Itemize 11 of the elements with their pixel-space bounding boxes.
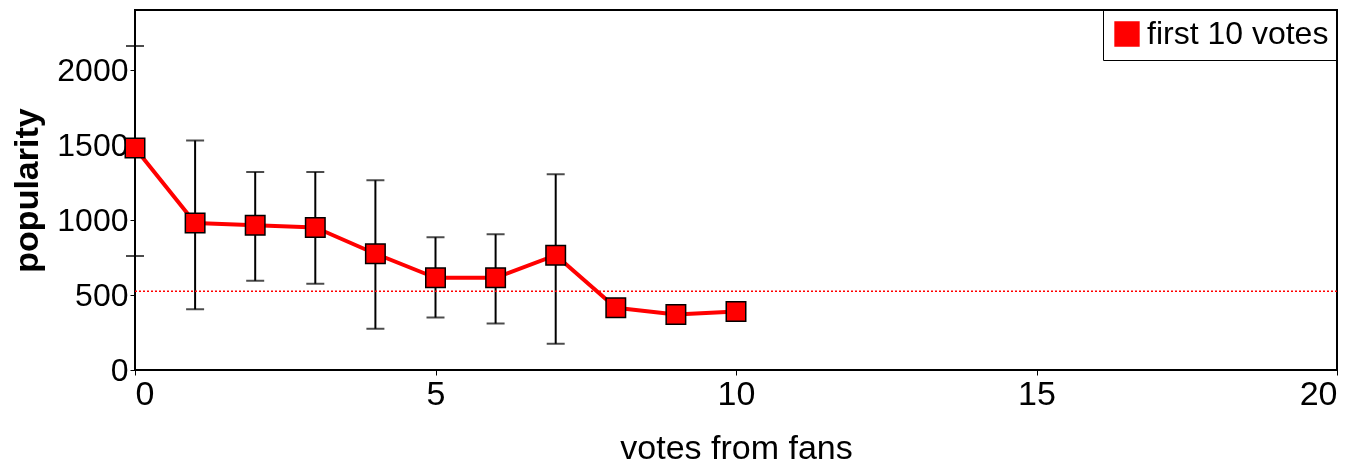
y-tick-label: 500 <box>75 276 129 313</box>
x-axis-title: votes from fans <box>620 427 853 466</box>
x-tick-label: 10 <box>717 373 756 412</box>
y-tick-label: 2000 <box>57 51 129 88</box>
x-tick-label: 0 <box>135 373 155 412</box>
legend-label: first 10 votes <box>1147 15 1329 51</box>
x-tick-label: 15 <box>1018 373 1056 412</box>
y-axis-title: popularity <box>7 108 46 273</box>
x-tick-label: 5 <box>426 373 446 412</box>
y-tick-label: 1000 <box>57 201 129 238</box>
x-tick-label: 20 <box>1299 373 1338 412</box>
